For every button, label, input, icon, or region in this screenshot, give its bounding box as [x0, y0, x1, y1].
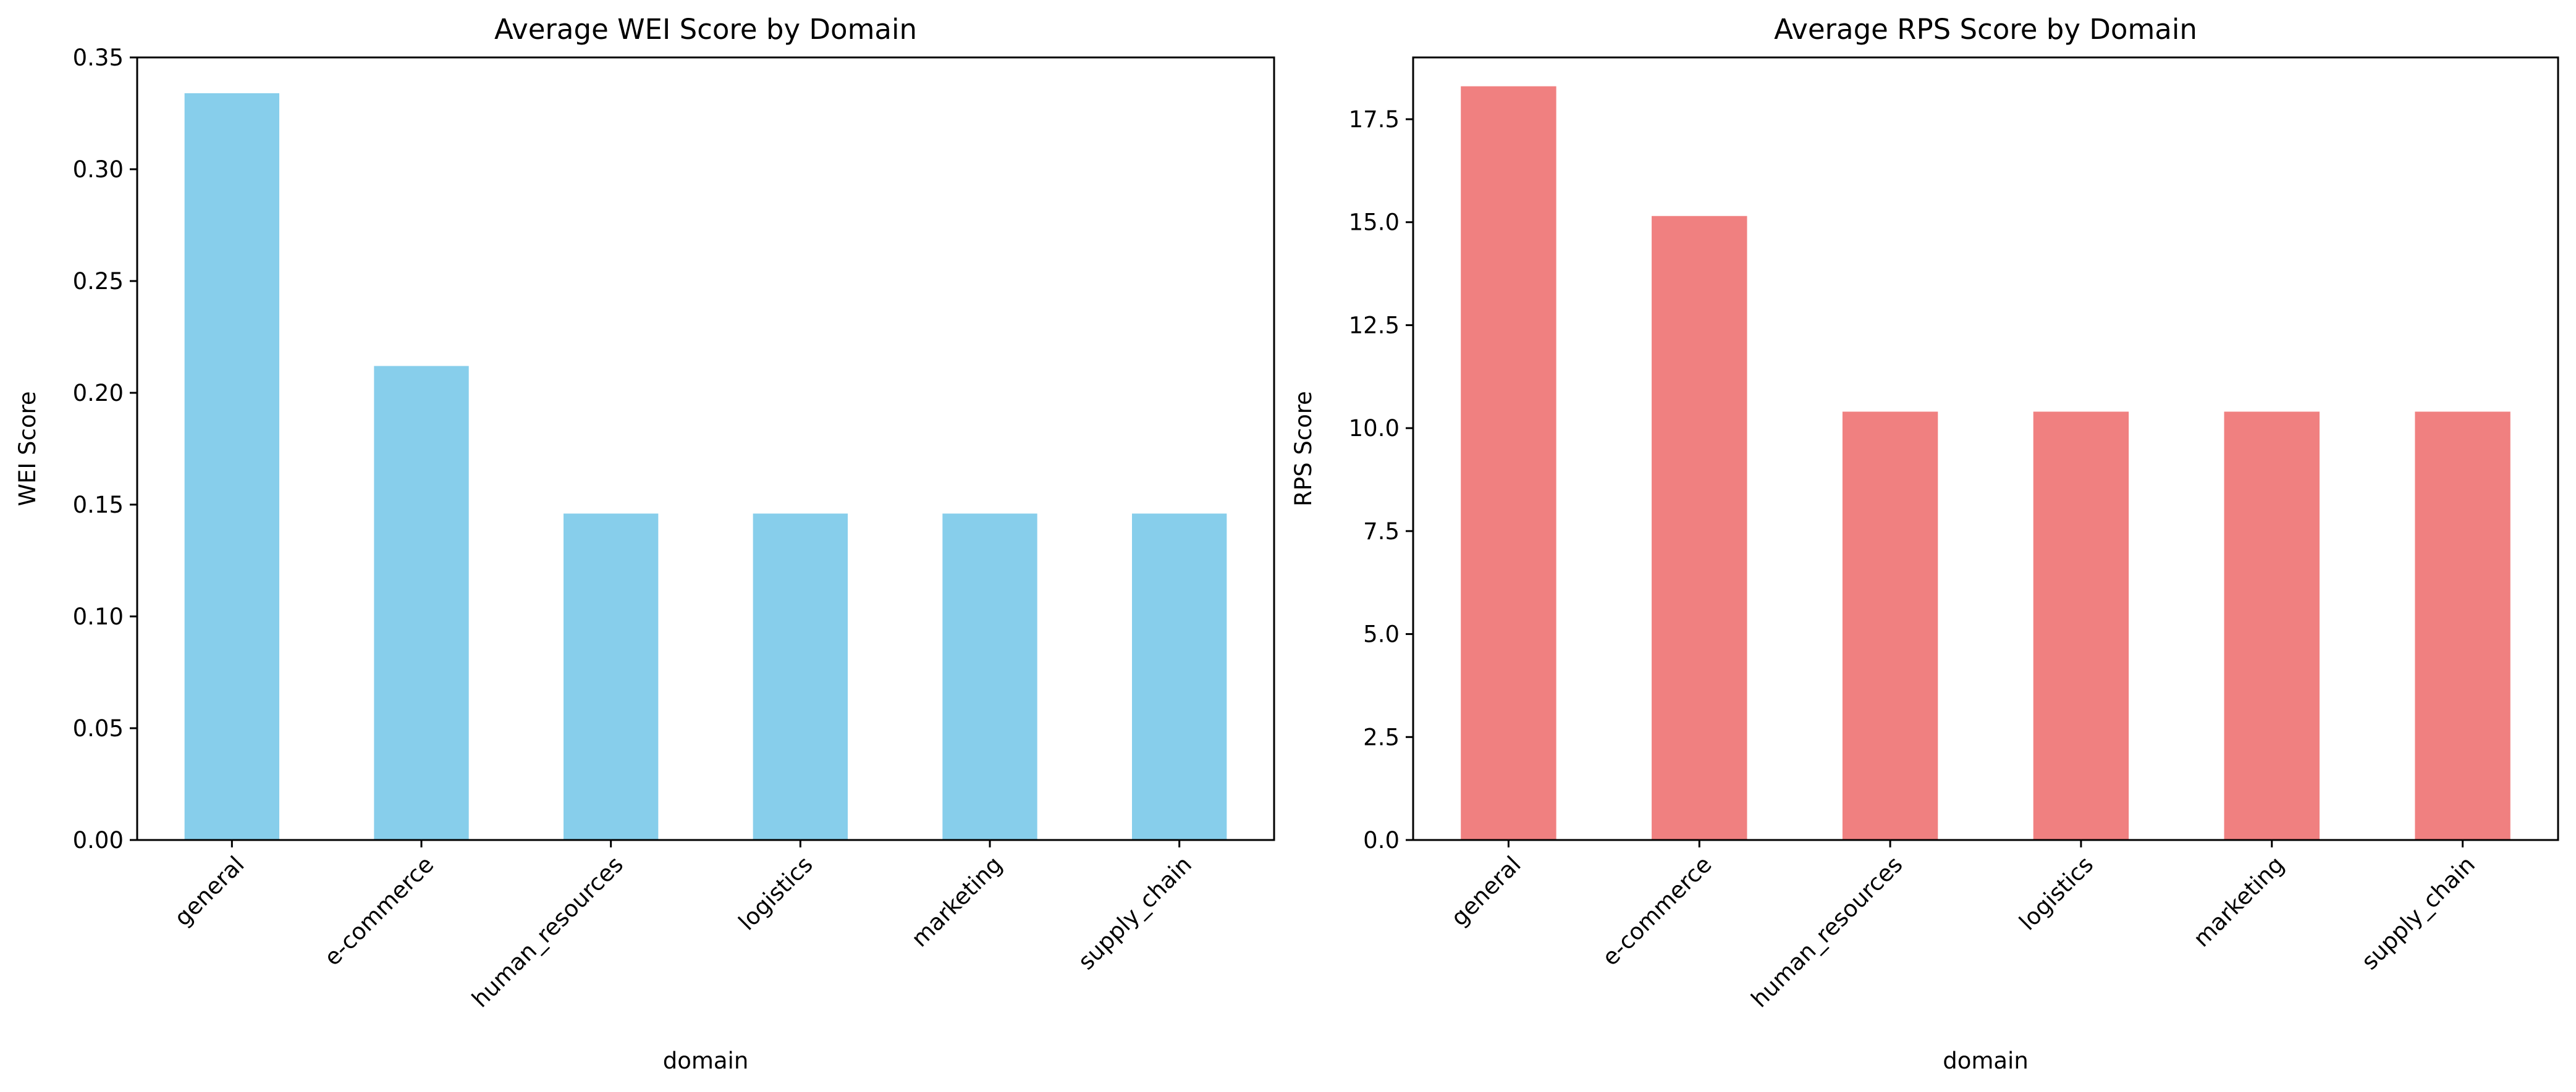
wei-bars — [184, 93, 1227, 840]
wei-chart-title: Average WEI Score by Domain — [494, 13, 917, 46]
rps-x-tick-label: general — [1446, 851, 1526, 931]
wei-y-tick-label: 0.20 — [73, 380, 124, 406]
rps-y-tick-label: 5.0 — [1363, 621, 1400, 648]
wei-y-tick-label: 0.05 — [73, 715, 124, 742]
wei-y-axis-label: WEI Score — [14, 391, 41, 506]
rps-y-tick-label: 0.0 — [1363, 827, 1400, 854]
wei-x-tick-label: supply_chain — [1073, 851, 1197, 975]
wei-x-axis-label: domain — [663, 1048, 749, 1074]
wei-y-tick-label: 0.35 — [73, 44, 124, 71]
rps-x-tick-label: human_resources — [1746, 851, 1908, 1013]
wei-y-tick-label: 0.25 — [73, 268, 124, 295]
wei-y-tick-label: 0.15 — [73, 492, 124, 518]
wei-bar-e-commerce — [374, 366, 469, 840]
wei-x-tick-label: human_resources — [467, 851, 628, 1013]
wei-y-tick-label: 0.00 — [73, 827, 124, 854]
rps-bar-logistics — [2033, 411, 2129, 840]
rps-bar-marketing — [2224, 411, 2320, 840]
wei-plot-frame — [136, 56, 1275, 841]
wei-x-tick-label: e-commerce — [319, 851, 439, 971]
rps-x-tick-label: e-commerce — [1597, 851, 1717, 971]
rps-bar-general — [1461, 86, 1556, 840]
rps-x-ticks: general e-commerce human_resources logistic… — [1446, 840, 2480, 1013]
rps-y-axis-label: RPS Score — [1290, 391, 1317, 506]
rps-score-chart: Average RPS Score by Domain domain RPS S… — [1290, 13, 2559, 1074]
rps-y-ticks: 0.0 2.5 5.0 7.5 10.0 12.5 15.0 17.5 — [1349, 106, 1413, 854]
rps-plot-frame — [1412, 56, 2559, 841]
wei-y-ticks: 0.00 0.05 0.10 0.15 0.20 0.25 0.30 0.35 — [73, 44, 137, 854]
wei-y-tick-label: 0.10 — [73, 603, 124, 630]
wei-x-ticks: general e-commerce human_resources logistic… — [169, 840, 1197, 1013]
wei-bar-general — [184, 93, 279, 840]
rps-bar-human_resources — [1842, 411, 1938, 840]
wei-bar-human_resources — [564, 513, 659, 840]
rps-x-axis-label: domain — [1943, 1048, 2029, 1074]
rps-bar-supply_chain — [2415, 411, 2511, 840]
wei-score-chart: Average WEI Score by Domain domain WEI S… — [14, 13, 1275, 1074]
rps-y-tick-label: 12.5 — [1349, 312, 1400, 338]
wei-bar-marketing — [942, 513, 1037, 840]
rps-y-tick-label: 2.5 — [1363, 724, 1400, 750]
rps-bars — [1461, 86, 2511, 840]
wei-bar-logistics — [753, 513, 848, 840]
rps-y-tick-label: 15.0 — [1349, 209, 1400, 236]
rps-x-tick-label: supply_chain — [2356, 851, 2480, 975]
wei-x-tick-label: general — [169, 851, 250, 931]
rps-bar-e-commerce — [1652, 216, 1747, 840]
rps-x-tick-label: logistics — [2014, 851, 2099, 936]
rps-chart-title: Average RPS Score by Domain — [1774, 13, 2197, 46]
wei-y-tick-label: 0.30 — [73, 156, 124, 183]
wei-bar-supply_chain — [1132, 513, 1227, 840]
rps-y-tick-label: 17.5 — [1349, 106, 1400, 133]
rps-y-tick-label: 7.5 — [1363, 518, 1400, 545]
rps-x-tick-label: marketing — [2188, 851, 2289, 952]
wei-x-tick-label: marketing — [906, 851, 1008, 952]
rps-y-tick-label: 10.0 — [1349, 415, 1400, 442]
wei-x-tick-label: logistics — [733, 851, 818, 936]
